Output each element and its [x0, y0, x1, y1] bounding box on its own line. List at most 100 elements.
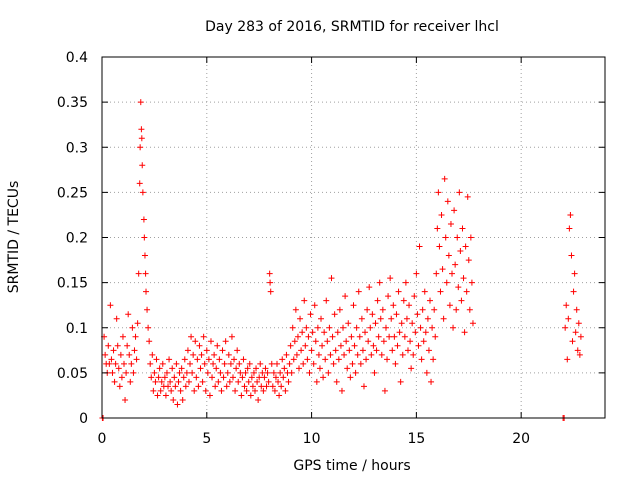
- data-point: [569, 338, 576, 345]
- data-point: [376, 279, 383, 286]
- data-point: [347, 374, 354, 381]
- data-point: [258, 383, 265, 390]
- data-point: [165, 383, 172, 390]
- data-point: [144, 306, 151, 313]
- data-point: [345, 320, 352, 327]
- data-point: [360, 383, 367, 390]
- data-point: [142, 270, 149, 277]
- data-point: [438, 211, 445, 218]
- data-point: [161, 374, 168, 381]
- data-point: [275, 378, 282, 385]
- data-point: [113, 315, 120, 322]
- data-point: [227, 360, 234, 367]
- data-point: [220, 374, 227, 381]
- data-point: [359, 347, 366, 354]
- data-point: [332, 347, 339, 354]
- data-point: [404, 347, 411, 354]
- data-point: [167, 378, 174, 385]
- data-point: [248, 374, 255, 381]
- data-point: [381, 387, 388, 394]
- data-point: [236, 360, 243, 367]
- data-point: [163, 369, 170, 376]
- data-point: [423, 369, 430, 376]
- data-point: [570, 288, 577, 295]
- data-point: [455, 284, 462, 291]
- data-point: [187, 360, 194, 367]
- data-point: [285, 378, 292, 385]
- data-point: [299, 329, 306, 336]
- data-point: [412, 329, 419, 336]
- data-point: [229, 374, 236, 381]
- data-point: [154, 392, 161, 399]
- data-point: [303, 324, 310, 331]
- data-point: [394, 342, 401, 349]
- data-point: [105, 342, 112, 349]
- data-points: [99, 99, 584, 421]
- data-point: [367, 324, 374, 331]
- data-point: [429, 324, 436, 331]
- data-point: [235, 378, 242, 385]
- data-point: [366, 284, 373, 291]
- data-point: [191, 387, 198, 394]
- data-point: [203, 347, 210, 354]
- data-point: [168, 387, 175, 394]
- data-point: [122, 396, 129, 403]
- data-point: [264, 369, 271, 376]
- data-point: [221, 360, 228, 367]
- data-point: [231, 356, 238, 363]
- data-point: [155, 374, 162, 381]
- data-point: [159, 360, 166, 367]
- data-point: [401, 333, 408, 340]
- data-point: [268, 360, 275, 367]
- data-point: [294, 333, 301, 340]
- data-point: [265, 378, 272, 385]
- data-point: [391, 333, 398, 340]
- data-point: [271, 387, 278, 394]
- data-point: [228, 333, 235, 340]
- data-point: [132, 333, 139, 340]
- data-point: [280, 374, 287, 381]
- data-point: [215, 378, 222, 385]
- data-point: [452, 261, 459, 268]
- data-point: [274, 360, 281, 367]
- data-point: [130, 369, 137, 376]
- data-point: [209, 374, 216, 381]
- data-point: [461, 329, 468, 336]
- data-point: [447, 220, 454, 227]
- data-point: [254, 378, 261, 385]
- data-point: [387, 275, 394, 282]
- data-point: [462, 243, 469, 250]
- data-point: [445, 252, 452, 259]
- data-point: [308, 347, 315, 354]
- data-point: [382, 324, 389, 331]
- data-point: [131, 347, 138, 354]
- data-point: [176, 369, 183, 376]
- grid-lines: [102, 57, 605, 418]
- data-point: [466, 306, 473, 313]
- data-point: [287, 342, 294, 349]
- data-point: [110, 347, 117, 354]
- data-point: [223, 383, 230, 390]
- data-point: [410, 351, 417, 358]
- data-point: [177, 387, 184, 394]
- data-point: [206, 392, 213, 399]
- data-point: [222, 338, 229, 345]
- data-point: [417, 324, 424, 331]
- data-point: [175, 378, 182, 385]
- data-point: [125, 311, 132, 318]
- data-point: [127, 378, 134, 385]
- data-point: [407, 338, 414, 345]
- data-point: [263, 383, 270, 390]
- data-point: [414, 311, 421, 318]
- data-point: [318, 315, 325, 322]
- data-point: [397, 378, 404, 385]
- data-point: [292, 306, 299, 313]
- data-point: [576, 351, 583, 358]
- data-point: [338, 387, 345, 394]
- data-point: [259, 369, 266, 376]
- data-point: [331, 311, 338, 318]
- data-point: [335, 356, 342, 363]
- data-point: [573, 306, 580, 313]
- data-point: [288, 369, 295, 376]
- data-point: [304, 356, 311, 363]
